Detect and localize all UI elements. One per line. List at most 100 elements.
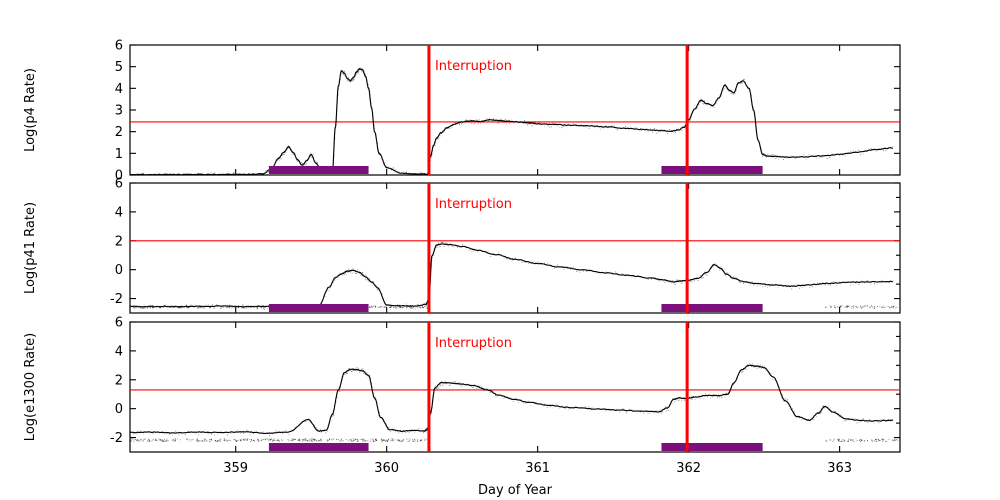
scatter-point <box>318 431 320 432</box>
noise-point <box>312 439 314 441</box>
noise-point <box>188 307 190 308</box>
noise-point <box>877 438 879 440</box>
scatter-point <box>334 279 336 281</box>
scatter-point <box>337 94 339 96</box>
noise-point <box>408 440 410 442</box>
scatter-point <box>565 125 567 127</box>
scatter-point <box>477 251 479 253</box>
scatter-point <box>611 125 613 127</box>
scatter-point <box>721 90 723 92</box>
noise-point <box>143 438 145 440</box>
scatter-point <box>668 409 670 411</box>
scatter-point <box>733 384 734 386</box>
noise-point <box>211 439 213 441</box>
noise-point <box>299 440 301 442</box>
panel-frame-p41 <box>129 182 901 314</box>
noise-point <box>419 307 421 309</box>
noise-point <box>859 306 861 308</box>
noise-point <box>229 305 231 307</box>
data-scatter-e1300-0 <box>130 363 894 437</box>
scatter-point <box>451 126 453 128</box>
noise-point <box>340 438 342 440</box>
scatter-point <box>649 412 651 414</box>
scatter-point <box>351 371 353 372</box>
scatter-point <box>354 270 356 272</box>
noise-point <box>257 306 259 308</box>
scatter-point <box>809 422 811 424</box>
scatter-point <box>440 133 442 135</box>
scatter-point <box>762 155 764 157</box>
noise-point <box>243 438 245 440</box>
noise-point <box>424 306 426 307</box>
scatter-point <box>311 156 313 158</box>
noise-point <box>172 306 174 308</box>
scatter-point <box>777 287 779 289</box>
scatter-point <box>852 284 854 286</box>
noise-point <box>863 305 865 307</box>
scatter-point <box>315 162 317 164</box>
scatter-point <box>692 398 693 400</box>
scatter-point <box>262 430 264 432</box>
scatter-point <box>666 410 668 412</box>
scatter-point <box>662 280 664 282</box>
scatter-point <box>368 90 370 92</box>
scatter-point <box>793 411 795 413</box>
scatter-point <box>752 106 754 108</box>
scatter-point <box>413 432 415 434</box>
noise-point <box>166 438 168 440</box>
scatter-point <box>834 153 836 155</box>
noise-point <box>257 439 259 441</box>
scatter-point <box>304 163 306 165</box>
scatter-point <box>446 383 448 385</box>
scatter-point <box>430 157 432 159</box>
noise-point <box>375 440 377 441</box>
scatter-point <box>342 375 344 377</box>
scatter-point <box>669 404 671 405</box>
noise-point <box>243 307 245 309</box>
scatter-point <box>824 284 826 286</box>
scatter-point <box>585 126 587 128</box>
scatter-point <box>326 290 328 292</box>
scatter-point <box>345 372 347 374</box>
noise-point <box>866 305 868 307</box>
scatter-point <box>502 398 504 399</box>
scatter-point <box>498 122 500 124</box>
scatter-point <box>441 131 443 133</box>
scatter-point <box>741 82 742 84</box>
noise-point <box>398 305 400 307</box>
noise-point <box>370 306 372 308</box>
noise-point <box>183 305 185 307</box>
scatter-point <box>830 284 832 286</box>
scatter-point <box>266 170 268 172</box>
scatter-point <box>430 159 431 161</box>
scatter-point <box>779 155 781 157</box>
scatter-point <box>356 273 357 274</box>
scatter-point <box>426 304 428 306</box>
scatter-point <box>233 432 235 434</box>
scatter-point <box>152 433 154 435</box>
noise-point <box>380 305 382 307</box>
noise-point <box>186 307 188 309</box>
noise-floor-e1300 <box>130 438 901 442</box>
noise-point <box>887 306 889 308</box>
scatter-point <box>769 285 771 287</box>
scatter-point <box>308 157 310 159</box>
scatter-point <box>561 127 563 129</box>
scatter-point <box>450 384 451 386</box>
noise-point <box>184 305 186 307</box>
scatter-point <box>339 82 341 84</box>
scatter-point <box>477 123 479 125</box>
scatter-point <box>438 137 440 139</box>
noise-point <box>278 440 280 442</box>
noise-point <box>191 439 193 441</box>
scatter-point <box>353 78 354 80</box>
scatter-point <box>672 280 674 282</box>
scatter-point <box>155 172 157 174</box>
noise-point <box>173 440 175 442</box>
ylabel-e1300: Log(e1300 Rate) <box>23 333 38 441</box>
noise-point <box>166 439 168 441</box>
scatter-point <box>645 131 647 133</box>
ylabel-p4: Log(p4 Rate) <box>23 68 38 152</box>
noise-point <box>367 440 369 442</box>
scatter-point <box>439 246 441 248</box>
